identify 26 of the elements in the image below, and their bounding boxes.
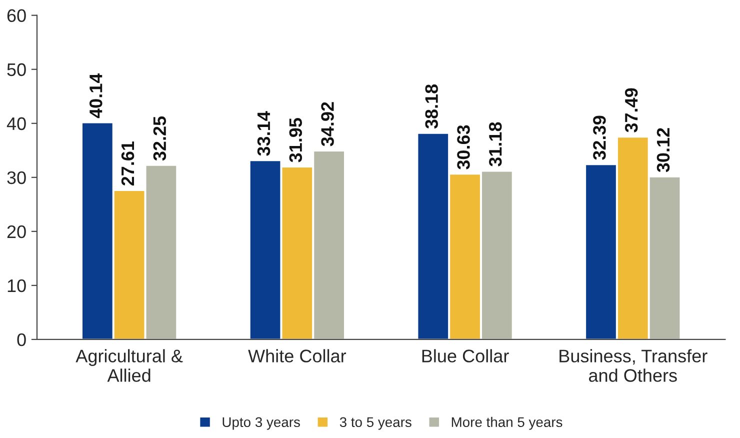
legend-label: Upto 3 years: [222, 417, 300, 430]
data-label: 32.25: [153, 116, 166, 161]
y-tick-label: 20: [7, 225, 26, 238]
x-tick-label: White Collar: [248, 349, 346, 362]
x-tick-label: Business, Transfer and Others: [560, 349, 708, 382]
data-label: 33.14: [257, 111, 270, 156]
y-tick-label: 0: [17, 333, 26, 346]
data-label: 34.92: [321, 102, 334, 146]
y-tick-label: 30: [7, 171, 26, 184]
y-tick-label: 40: [6, 117, 26, 130]
data-label: 30.12: [656, 128, 670, 172]
x-tick-label: Agricultural & Allied: [76, 349, 183, 382]
y-tick-label: 50: [7, 63, 26, 76]
data-label: 40.14: [89, 73, 102, 118]
data-label: 38.18: [425, 84, 438, 129]
x-tick-label: Blue Collar: [422, 349, 509, 362]
y-tick-label: 10: [8, 279, 26, 292]
data-label: 30.63: [457, 125, 470, 170]
legend-label: 3 to 5 years: [340, 417, 412, 430]
data-label: 37.49: [624, 88, 638, 132]
data-label: 32.39: [593, 116, 606, 160]
legend-label: More than 5 years: [452, 416, 562, 430]
y-tick-label: 60: [7, 9, 26, 22]
data-label: 27.61: [121, 141, 134, 186]
data-label: 31.18: [488, 122, 502, 166]
data-label: 31.95: [289, 118, 302, 162]
